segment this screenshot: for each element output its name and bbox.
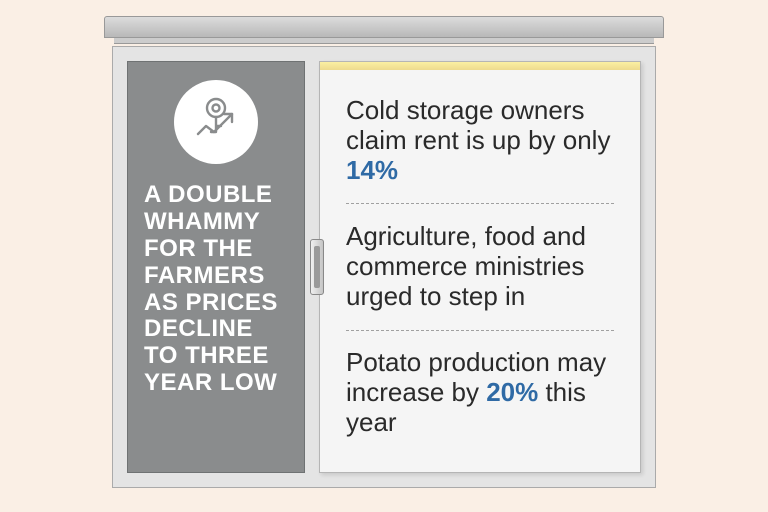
separator-1 <box>346 203 614 204</box>
key-arrow-icon <box>174 80 258 164</box>
fact-3: Potato production may increase by 20% th… <box>346 338 614 448</box>
headline-text: A DOUBLE WHAMMY FOR THE FARMERS AS PRICE… <box>144 182 288 397</box>
cold-storage-top-bar <box>104 16 664 38</box>
infographic-frame: A DOUBLE WHAMMY FOR THE FARMERS AS PRICE… <box>104 16 664 496</box>
fact-1-highlight: 14% <box>346 155 398 185</box>
separator-2 <box>346 330 614 331</box>
fact-3-highlight: 20% <box>486 377 538 407</box>
fact-1: Cold storage owners claim rent is up by … <box>346 86 614 196</box>
right-door: Cold storage owners claim rent is up by … <box>319 61 641 473</box>
fact-2: Agriculture, food and commerce ministrie… <box>346 212 614 322</box>
cold-storage-body: A DOUBLE WHAMMY FOR THE FARMERS AS PRICE… <box>112 46 656 488</box>
fact-2-prefix: Agriculture, food and commerce ministrie… <box>346 221 586 311</box>
cold-storage-top-lip <box>114 38 654 44</box>
left-panel: A DOUBLE WHAMMY FOR THE FARMERS AS PRICE… <box>127 61 305 473</box>
key-arrow-svg <box>186 92 246 152</box>
fact-1-prefix: Cold storage owners claim rent is up by … <box>346 95 610 155</box>
door-handle <box>310 239 324 295</box>
